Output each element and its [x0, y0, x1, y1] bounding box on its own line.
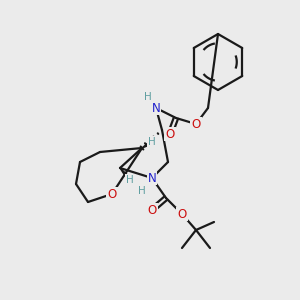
Text: O: O	[191, 118, 201, 130]
Text: H: H	[148, 137, 156, 147]
Text: H: H	[138, 186, 146, 196]
Polygon shape	[120, 168, 131, 181]
Text: O: O	[177, 208, 187, 220]
Text: H: H	[126, 175, 134, 185]
Polygon shape	[142, 140, 153, 148]
Text: O: O	[107, 188, 117, 200]
Text: H: H	[144, 92, 152, 102]
Text: O: O	[165, 128, 175, 140]
Text: N: N	[148, 172, 156, 184]
Text: O: O	[147, 203, 157, 217]
Text: N: N	[152, 101, 160, 115]
